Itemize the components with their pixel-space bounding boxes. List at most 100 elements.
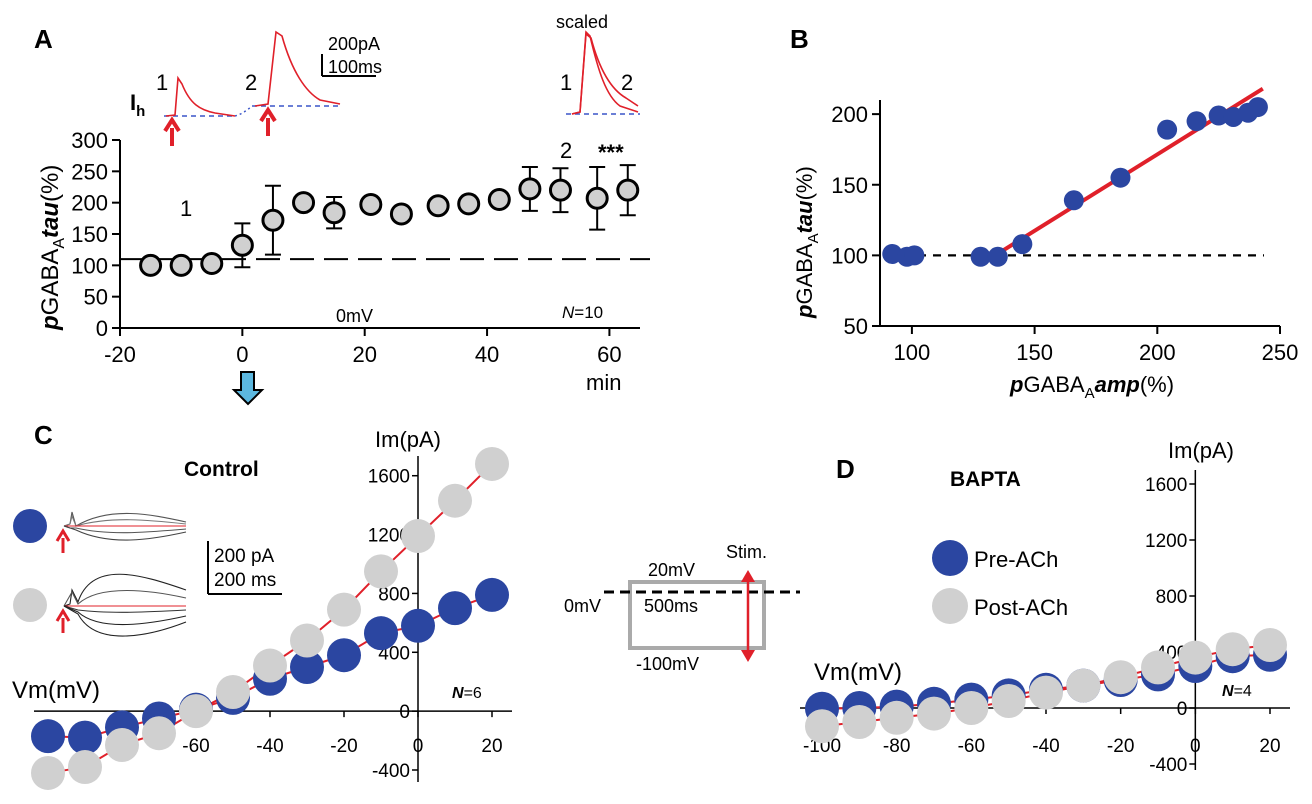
panel-a-marker-2: 2 [560,138,572,163]
panel-a-hold-label: 0mV [336,306,373,326]
b-xtick-label: 200 [1139,340,1176,365]
b-point [1208,105,1229,126]
iv-xtick-label: -100 [803,736,841,757]
iv-point-1 [327,592,361,627]
iv-point-1 [216,675,250,710]
panel-a-marker-1: 1 [180,196,192,221]
panel-d-points [805,628,1287,744]
panel-label-c: C [34,420,53,450]
legend-c-pre-marker [13,509,47,543]
iv-point-1 [179,694,213,729]
scalebar-a-time: 100ms [328,57,382,77]
panel-c-xlabel: Vm(mV) [12,677,100,704]
iv-xtick-label: 0 [413,736,424,757]
control-pre-traces [63,511,187,541]
panel-c-ylabel: Im(pA) [375,427,441,452]
iv-ytick-label: -400 [1149,755,1187,776]
scaled-trace-1 [571,30,639,115]
protocol-stim: Stim. [726,542,767,562]
iv-point-1 [1178,640,1213,675]
stim-arrow-up-icon [741,570,755,582]
b-xtick-label: 250 [1262,340,1299,365]
panel-a-ylabel: pGABAAtau(%) [37,165,68,331]
panel-a-xlabel: min [586,370,621,395]
iv-xtick-label: 20 [1259,736,1280,757]
panel-d-n-label: N=4 [1222,683,1252,700]
protocol-hold: 0mV [564,596,601,616]
a-ytick-label: 150 [71,222,108,247]
iv-point-1 [1066,668,1101,703]
panel-d-ylabel: Im(pA) [1168,438,1234,463]
iv-point-0 [364,616,398,651]
a-xtick-label: 60 [597,342,621,367]
a-xtick-label: 0 [236,342,248,367]
panel-b-points [882,97,1268,267]
iv-point-0 [68,720,102,755]
iv-point-1 [1029,675,1063,710]
protocol-duration: 500ms [644,596,698,616]
iv-point-1 [1215,632,1250,667]
a-point [139,253,163,277]
iv-point-0 [327,638,361,673]
panel-b-ylabel: pGABAAtau(%) [792,166,822,319]
panel-b-xticks: 100 150 200 250 [894,326,1299,365]
a-ytick-label: 300 [71,128,108,153]
legend-d-post-marker [932,588,968,624]
inset-trace-2 [254,30,341,107]
a-point [322,201,346,225]
iv-xtick-label: -40 [256,736,283,757]
a-ytick-label: 250 [71,159,108,184]
b-point [904,245,925,266]
legend-d-post-label: Post-ACh [974,595,1068,620]
inset-trace-1 [165,75,236,117]
iv-point-1 [879,700,914,735]
scaled-trace-2-label: 2 [621,70,633,95]
b-ytick-label: 50 [844,314,868,339]
iv-point-0 [31,719,65,754]
scalebar-c-time: 200 ms [214,570,276,591]
iv-xtick-label: 0 [1190,736,1201,757]
a-point [457,192,481,216]
panel-a-inset: Ih 1 2 200pA 100ms scaled 1 2 [130,12,640,146]
a-point [230,233,254,257]
inset-trace-1-label: 1 [156,70,168,95]
iv-point-1 [401,519,435,554]
panel-c-title: Control [184,458,259,481]
legend-d-pre-marker [932,540,968,576]
b-ytick-label: 100 [831,243,868,268]
iv-point-1 [1103,660,1138,695]
a-point [200,251,224,275]
arrow-up-icon [231,371,265,406]
scalebar-a-amp: 200pA [328,34,380,54]
stim-arrow-c1-icon [55,528,71,553]
iv-point-1 [68,750,102,785]
iv-point-1 [991,684,1026,718]
inset-trace-2-label: 2 [245,70,257,95]
iv-point-1 [105,727,139,762]
iv-point-0 [438,591,472,626]
a-point [616,178,640,202]
b-ytick-label: 150 [831,173,868,198]
stim-arrow-c2-icon [55,608,71,633]
a-point [548,178,572,202]
iv-xtick-label: -80 [883,736,910,757]
panel-label-a: A [34,24,53,54]
panel-a-xticks: -20 0 20 40 60 [104,328,622,367]
iv-point-1 [805,709,839,744]
iv-xtick-label: -40 [1032,736,1059,757]
iv-point-1 [31,755,65,790]
iv-ytick-label: 1600 [368,467,410,488]
iv-ytick-label: 1200 [1145,531,1187,552]
stim-arrow-down-icon [741,650,755,662]
panel-b: 50 100 150 200 100 150 200 250 pGABAAtau(%) pG… [792,87,1299,402]
panel-a-yticks: 0 50 100 150 200 250 300 [71,128,120,341]
iv-point-0 [475,577,509,612]
a-ytick-label: 0 [96,316,108,341]
iv-point-1 [438,483,472,518]
a-xtick-label: 40 [475,342,499,367]
a-point [261,208,285,232]
iv-xtick-label: -20 [330,736,357,757]
